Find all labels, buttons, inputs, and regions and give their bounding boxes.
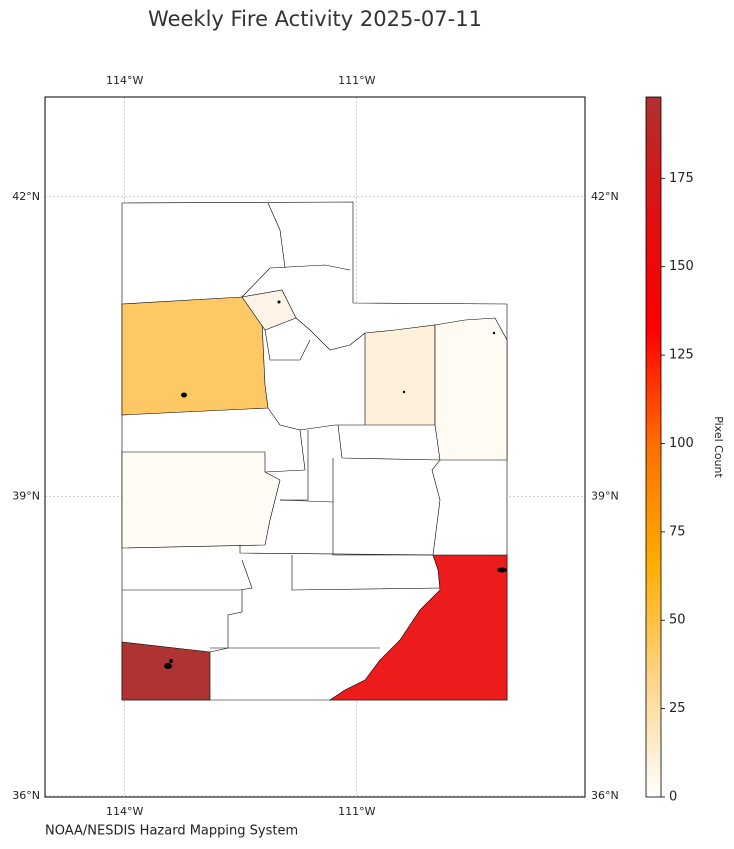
- y-tick-label: 36°N: [12, 789, 40, 802]
- county: [329, 554, 508, 701]
- county-line: [209, 590, 243, 653]
- map-frame: [44, 96, 586, 798]
- y-tick-label: 39°N: [12, 489, 40, 502]
- colorbar-tick-label: 175: [669, 171, 694, 186]
- colorbar: [645, 96, 662, 798]
- colorbar-tick-label: 125: [669, 348, 694, 363]
- county-line: [264, 329, 311, 361]
- county-line: [299, 424, 365, 431]
- colorbar-tick-label: 50: [669, 613, 686, 628]
- colorbar-label: Pixel Count: [712, 416, 725, 478]
- county-line: [241, 264, 351, 298]
- fire: [497, 567, 507, 573]
- source: NOAA/NESDIS Hazard Mapping System: [45, 824, 298, 839]
- title: Weekly Fire Activity 2025-07-11: [148, 7, 482, 31]
- county-line: [279, 499, 334, 503]
- counties: [121, 201, 508, 701]
- y-tick-label: 42°N: [12, 190, 40, 203]
- x-tick-label: 111°W: [338, 74, 375, 87]
- county: [364, 324, 436, 426]
- colorbar-tick-label: 0: [669, 790, 677, 805]
- colorbar-tick-label: 150: [669, 259, 694, 274]
- county-line: [295, 317, 366, 351]
- colorbar-tick-label: 25: [669, 701, 686, 716]
- county: [121, 641, 211, 701]
- fire: [169, 659, 173, 663]
- x-tick-label: 111°W: [338, 805, 375, 818]
- x-tick-label: 114°W: [106, 805, 143, 818]
- fire: [277, 300, 281, 304]
- county: [121, 451, 281, 549]
- fire: [164, 663, 172, 669]
- colorbar-tick-label: 75: [669, 524, 686, 539]
- fire: [181, 392, 187, 398]
- x-tick-label: 114°W: [106, 74, 143, 87]
- county-line: [267, 202, 286, 269]
- county-line: [291, 555, 441, 591]
- county-line: [332, 458, 441, 556]
- county-line: [337, 424, 441, 461]
- county-line: [280, 430, 309, 501]
- county-line: [122, 559, 253, 591]
- fire: [492, 331, 496, 335]
- fire-detections: [164, 300, 507, 669]
- y-tick-label: 42°N: [591, 190, 619, 203]
- county-line: [239, 545, 434, 556]
- y-tick-label: 39°N: [591, 489, 619, 502]
- colorbar-tick-label: 100: [669, 436, 694, 451]
- fire: [402, 390, 406, 394]
- y-tick-label: 36°N: [591, 789, 619, 802]
- county: [434, 317, 508, 461]
- county: [121, 296, 269, 416]
